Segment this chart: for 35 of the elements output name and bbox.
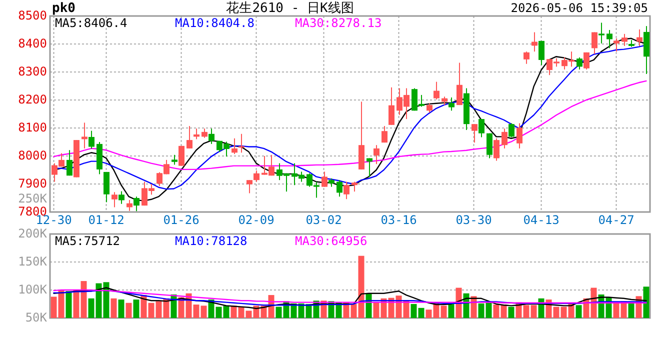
x-tick-label: 02-09 xyxy=(238,213,274,227)
x-tick-label: 04-13 xyxy=(523,213,560,227)
text: MA30:64956 xyxy=(295,234,368,248)
text: 2026-05-06 15:39:05 xyxy=(510,1,648,15)
text: MA5:75712 xyxy=(55,234,120,248)
y-tick-label: 8000 xyxy=(18,148,47,162)
y-tick-label: 8400 xyxy=(18,36,47,50)
y-tick-label: 50K xyxy=(25,310,48,324)
text: MA30:8278.13 xyxy=(295,16,382,30)
x-tick-label: 03-30 xyxy=(456,213,492,227)
text: 250K xyxy=(18,191,48,206)
candlestick xyxy=(74,140,80,178)
text: MA10:8404.8 xyxy=(175,16,254,30)
candlestick xyxy=(178,146,184,166)
line-series xyxy=(53,287,647,310)
y-tick-label: 7900 xyxy=(18,176,47,190)
annotation: pk0 xyxy=(52,1,76,16)
candlestick xyxy=(172,154,178,165)
chart-title: 花生2610 - 日K线图 xyxy=(226,1,354,16)
x-tick-label: 01-12 xyxy=(88,213,124,227)
y-tick-label: 200K xyxy=(18,226,48,240)
candlestick xyxy=(598,22,604,44)
y-tick-label: 8500 xyxy=(18,8,47,22)
y-tick-label: 8300 xyxy=(18,64,47,78)
x-tick-label: 04-27 xyxy=(598,213,634,227)
text: MA5:8406.4 xyxy=(55,16,128,30)
y-tick-label: 8200 xyxy=(18,92,47,106)
y-tick-label: 100K xyxy=(18,282,48,296)
text: MA10:78128 xyxy=(175,234,248,248)
x-tick-label: 01-26 xyxy=(163,213,200,227)
x-tick-label: 03-16 xyxy=(380,213,417,227)
x-tick-label: 03-02 xyxy=(306,213,342,227)
y-tick-label: 8100 xyxy=(18,120,47,134)
y-tick-label: 150K xyxy=(18,254,48,268)
candlestick xyxy=(614,38,620,52)
